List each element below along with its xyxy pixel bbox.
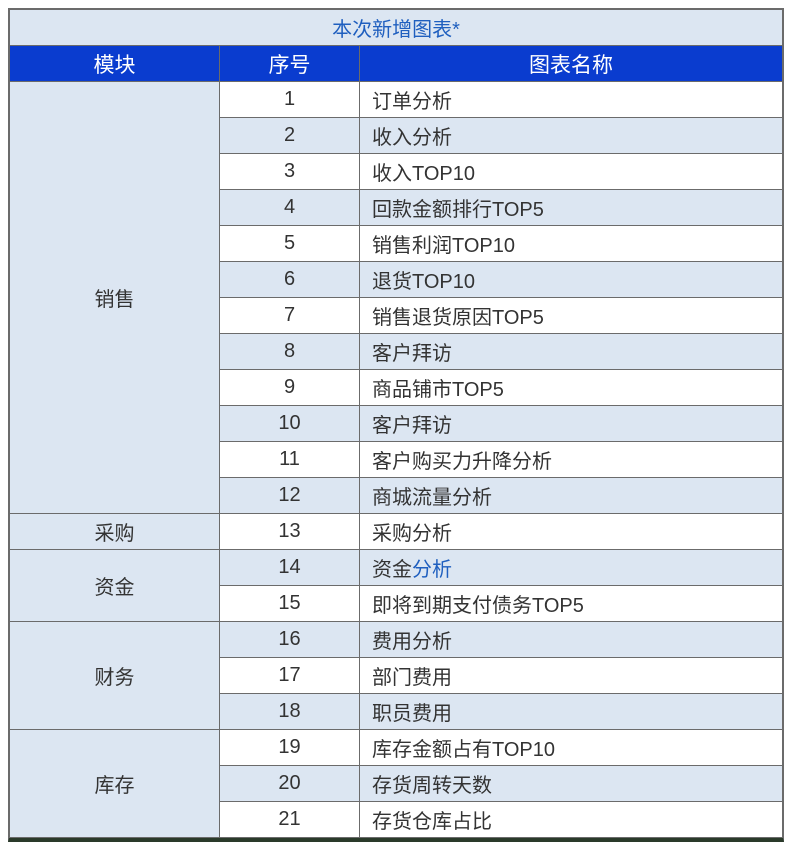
- name-cell: 商品铺市TOP5: [360, 370, 783, 406]
- seq-cell: 6: [220, 262, 360, 298]
- seq-cell: 1: [220, 82, 360, 118]
- table-row: 销售1订单分析: [10, 82, 783, 118]
- seq-cell: 4: [220, 190, 360, 226]
- table-row: 财务16费用分析: [10, 622, 783, 658]
- name-cell: 库存金额占有TOP10: [360, 730, 783, 766]
- seq-cell: 3: [220, 154, 360, 190]
- name-cell: 部门费用: [360, 658, 783, 694]
- name-cell: 存货仓库占比: [360, 802, 783, 838]
- seq-cell: 13: [220, 514, 360, 550]
- name-cell: 客户购买力升降分析: [360, 442, 783, 478]
- seq-cell: 16: [220, 622, 360, 658]
- seq-cell: 19: [220, 730, 360, 766]
- module-cell: 采购: [10, 514, 220, 550]
- table-title: 本次新增图表*: [10, 10, 783, 46]
- seq-cell: 8: [220, 334, 360, 370]
- module-cell: 销售: [10, 82, 220, 514]
- name-cell: 回款金额排行TOP5: [360, 190, 783, 226]
- table-row: 库存19库存金额占有TOP10: [10, 730, 783, 766]
- table-header-row: 模块 序号 图表名称: [10, 46, 783, 82]
- table-title-row: 本次新增图表*: [10, 10, 783, 46]
- name-cell: 销售利润TOP10: [360, 226, 783, 262]
- seq-cell: 7: [220, 298, 360, 334]
- name-part-link: 分析: [412, 559, 452, 581]
- name-cell: 收入分析: [360, 118, 783, 154]
- seq-cell: 11: [220, 442, 360, 478]
- table-row: 采购13采购分析: [10, 514, 783, 550]
- name-cell: 即将到期支付债务TOP5: [360, 586, 783, 622]
- name-cell: 采购分析: [360, 514, 783, 550]
- name-cell: 客户拜访: [360, 334, 783, 370]
- seq-cell: 9: [220, 370, 360, 406]
- table-row: 资金 14资金分析: [10, 550, 783, 586]
- name-cell: 客户拜访: [360, 406, 783, 442]
- col-header-name: 图表名称: [360, 46, 783, 82]
- name-cell: 商城流量分析: [360, 478, 783, 514]
- seq-cell: 10: [220, 406, 360, 442]
- seq-cell: 5: [220, 226, 360, 262]
- module-cell: 资金: [10, 550, 220, 622]
- name-cell: 销售退货原因TOP5: [360, 298, 783, 334]
- name-cell: 职员费用: [360, 694, 783, 730]
- seq-cell: 2: [220, 118, 360, 154]
- seq-cell: 12: [220, 478, 360, 514]
- name-cell: 订单分析: [360, 82, 783, 118]
- name-cell: 资金分析: [360, 550, 783, 586]
- seq-cell: 20: [220, 766, 360, 802]
- module-cell: 库存: [10, 730, 220, 838]
- name-cell: 退货TOP10: [360, 262, 783, 298]
- table: 本次新增图表* 模块 序号 图表名称 销售1订单分析2收入分析3收入TOP104…: [9, 9, 783, 838]
- seq-cell: 17: [220, 658, 360, 694]
- name-part: 资金: [372, 559, 412, 581]
- seq-cell: 18: [220, 694, 360, 730]
- name-cell: 收入TOP10: [360, 154, 783, 190]
- chart-list-table: 本次新增图表* 模块 序号 图表名称 销售1订单分析2收入分析3收入TOP104…: [8, 8, 784, 842]
- seq-cell: 15: [220, 586, 360, 622]
- col-header-seq: 序号: [220, 46, 360, 82]
- module-cell: 财务: [10, 622, 220, 730]
- seq-cell: 14: [220, 550, 360, 586]
- name-cell: 费用分析: [360, 622, 783, 658]
- col-header-module: 模块: [10, 46, 220, 82]
- name-cell: 存货周转天数: [360, 766, 783, 802]
- seq-cell: 21: [220, 802, 360, 838]
